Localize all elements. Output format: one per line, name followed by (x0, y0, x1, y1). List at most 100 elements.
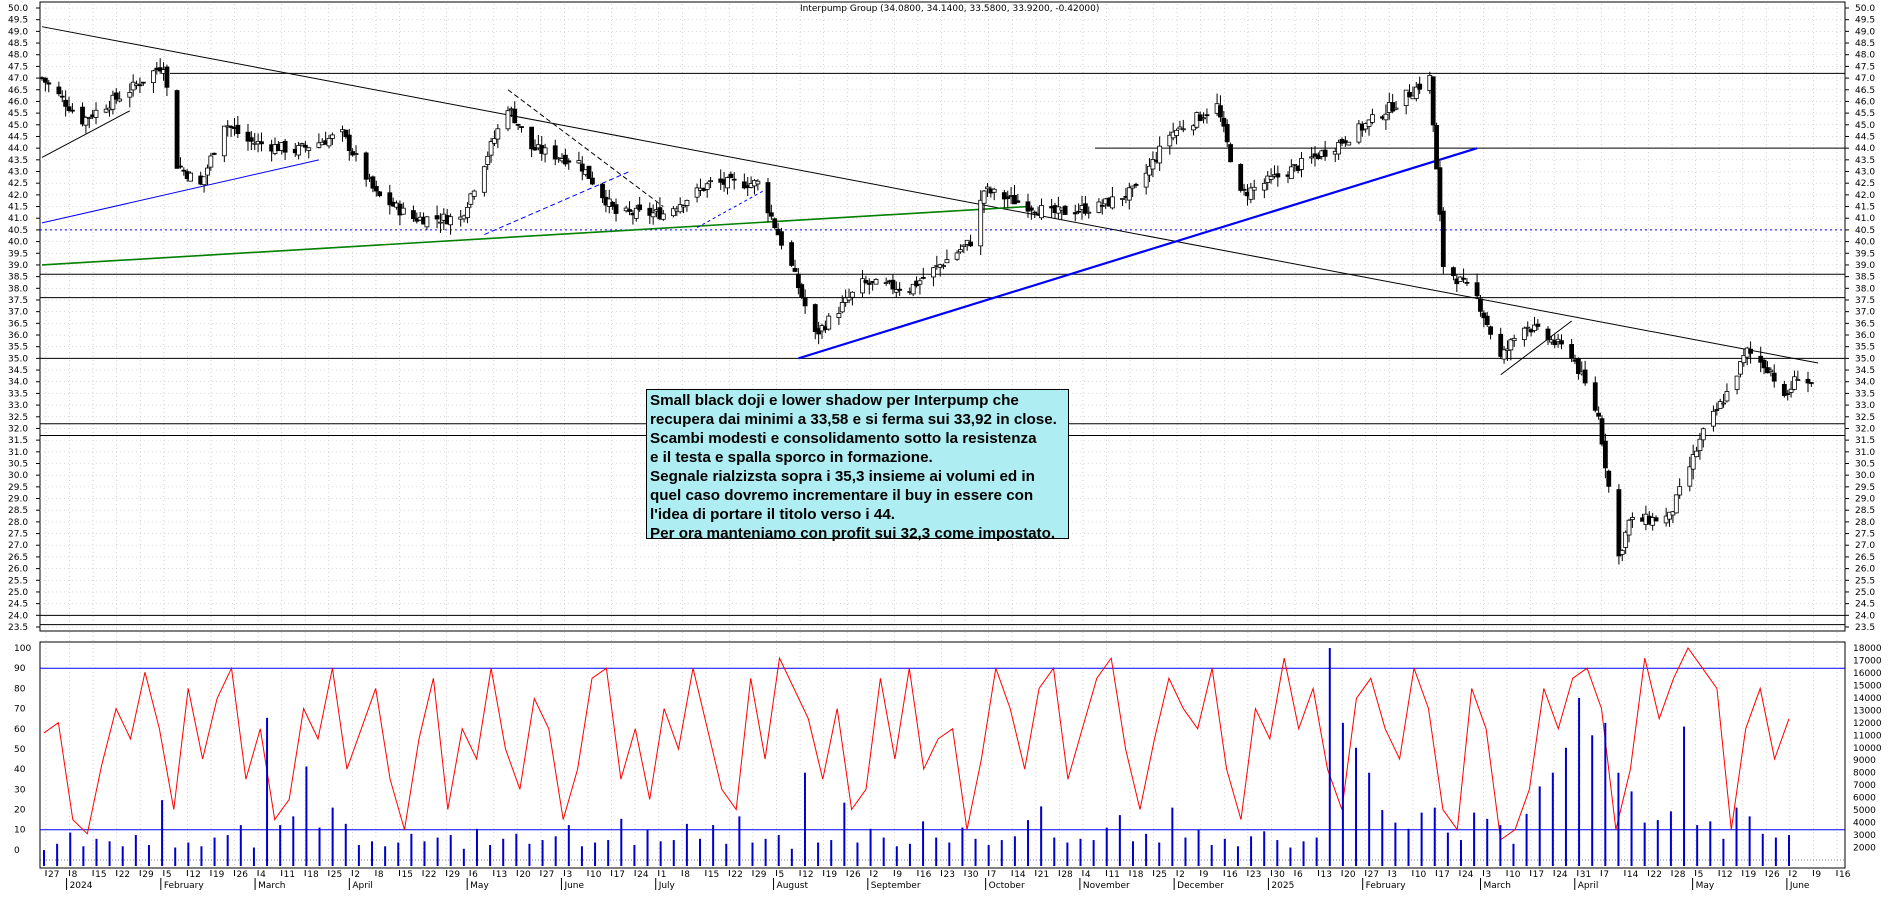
candle-body (228, 125, 234, 128)
volume-bar (620, 818, 623, 866)
price-tick-right: 40.5 (1855, 226, 1875, 236)
price-tick-left: 27.0 (8, 541, 28, 551)
candle-body (512, 108, 518, 124)
candle-body (1788, 388, 1794, 393)
candle-body (1700, 428, 1706, 441)
candle-body (1795, 379, 1801, 381)
volume-bar (1381, 810, 1384, 866)
chart-title: Interpump Group (34.0800, 34.1400, 33.58… (800, 4, 1099, 14)
volume-bar (475, 828, 478, 866)
candle-body (1498, 333, 1504, 357)
candle-body (985, 186, 990, 190)
candle-body (208, 155, 214, 168)
price-tick-right: 26.0 (1855, 565, 1875, 575)
candle-body (424, 216, 430, 228)
price-tick-right: 33.0 (1855, 401, 1875, 411)
candle-body (677, 204, 683, 213)
candle-body (1150, 159, 1156, 170)
price-tick-left: 40.0 (8, 238, 28, 248)
candle-body (1545, 328, 1551, 340)
volume-bar (147, 845, 150, 866)
price-tick-left: 23.5 (8, 623, 28, 633)
price-tick-left: 46.0 (8, 97, 28, 107)
price-tick-left: 34.0 (8, 378, 28, 388)
price-tick-right: 24.5 (1855, 600, 1875, 610)
x-day-tick-label: 9 (1815, 870, 1821, 880)
volume-bar (1578, 697, 1581, 866)
price-tick-left: 42.5 (8, 179, 28, 189)
price-tick-right: 48.5 (1855, 39, 1875, 49)
price-tick-left: 36.5 (8, 319, 28, 329)
volume-bar (646, 830, 649, 866)
x-day-tick-label: 22 (731, 870, 742, 880)
candle-body (1606, 470, 1612, 487)
volume-bar (515, 833, 518, 866)
volume-bar (1525, 813, 1528, 866)
candle-body (1082, 203, 1088, 214)
volume-bar (292, 816, 295, 866)
candle-body (113, 92, 119, 100)
volume-bar (1263, 831, 1266, 866)
volume-bar (410, 833, 413, 866)
candle-body (633, 207, 639, 219)
volume-tick: 18000 (1853, 644, 1882, 654)
volume-bar (567, 825, 570, 866)
horizontal-levels (40, 72, 1845, 626)
candle-body (221, 125, 227, 157)
volume-bar (1459, 840, 1462, 866)
price-tick-right: 30.0 (1855, 471, 1875, 481)
candle-body (1602, 440, 1608, 469)
note-line: recupera dai minimi a 33,58 e si ferma s… (650, 411, 1057, 428)
candle-body (103, 108, 109, 113)
candle-body (1201, 117, 1206, 120)
volume-bar (1355, 747, 1358, 866)
candle-body (1174, 129, 1179, 136)
volume-bar (1066, 842, 1069, 866)
price-tick-right: 26.5 (1855, 553, 1875, 563)
price-tick-right: 43.0 (1855, 168, 1875, 178)
candle-body (1521, 327, 1527, 340)
note-line: Small black doji e lower shadow per Inte… (650, 392, 1019, 409)
candle-body (1413, 86, 1419, 99)
candle-body (812, 304, 818, 332)
price-tick-left: 29.5 (8, 483, 28, 493)
volume-bar (633, 845, 636, 866)
candle-body (1109, 196, 1115, 209)
candle-body (1288, 166, 1294, 180)
volume-bar (672, 840, 675, 866)
volume-bar (344, 823, 347, 866)
x-month-label: April (1578, 881, 1599, 891)
volume-bar (134, 835, 137, 866)
price-tick-right: 30.5 (1855, 459, 1875, 469)
candle-body (839, 302, 845, 313)
candle-body (515, 123, 521, 126)
candle-body (1218, 105, 1223, 118)
volume-bar (607, 840, 610, 866)
candle-body (411, 210, 416, 220)
x-day-tick-label: 20 (519, 870, 531, 880)
volume-bar (1551, 772, 1554, 866)
candle-body (1221, 117, 1227, 127)
candle-body (657, 207, 663, 220)
candle-body (954, 252, 960, 260)
price-tick-left: 32.0 (8, 424, 28, 434)
candle-body (1630, 517, 1635, 520)
volume-bar (1040, 806, 1043, 866)
price-tick-left: 48.5 (8, 39, 28, 49)
candle-body (1761, 359, 1767, 369)
price-tick-right: 40.0 (1855, 238, 1875, 248)
candle-body (1711, 410, 1716, 427)
x-day-tick-label: 8 (684, 870, 690, 880)
volume-bar (357, 845, 360, 866)
volume-bar (817, 842, 820, 866)
candle-body (1025, 201, 1031, 212)
volume-bar (528, 843, 531, 866)
oscillator-tick: 50 (14, 745, 26, 755)
candle-body (1157, 145, 1163, 164)
volume-bar (449, 835, 452, 866)
x-day-tick-label: 7 (1603, 870, 1609, 880)
x-month-label: March (1484, 881, 1511, 891)
price-tick-left: 43.0 (8, 168, 28, 178)
price-tick-left: 40.5 (8, 226, 28, 236)
candle-body (650, 212, 656, 218)
